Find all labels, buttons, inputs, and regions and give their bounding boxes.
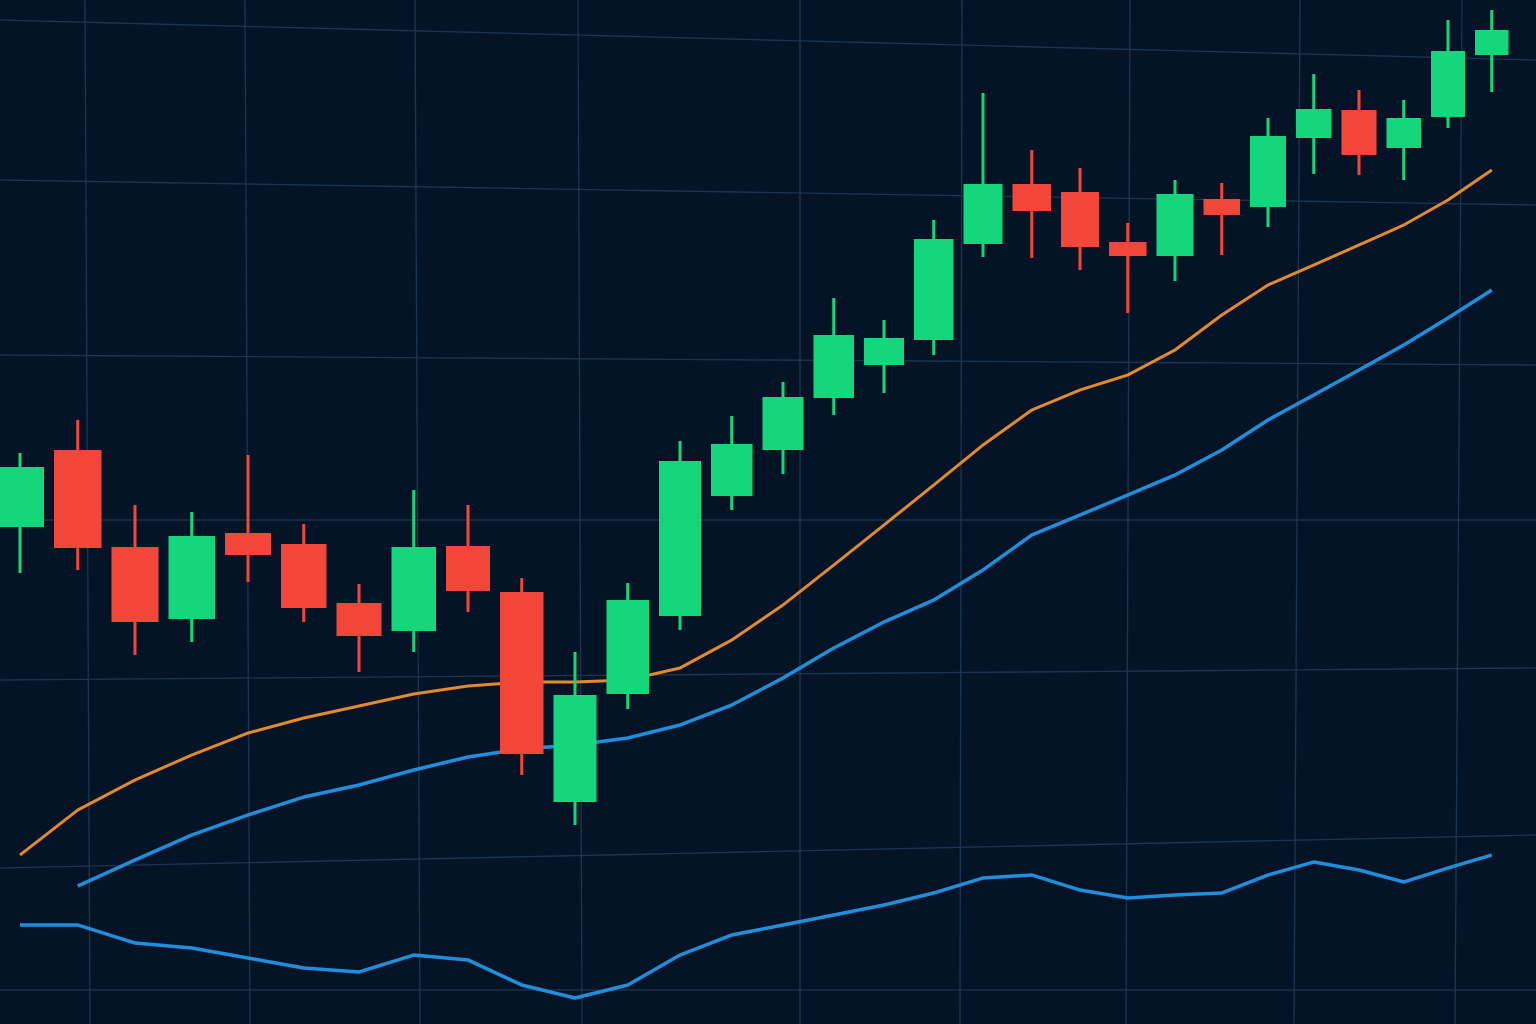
candle-body — [1156, 194, 1194, 256]
candle-body — [391, 547, 436, 631]
grid-line — [959, 0, 963, 1024]
grid-line — [1293, 0, 1301, 1024]
candle-body — [446, 546, 490, 591]
candle-body — [1431, 51, 1465, 117]
candle-body — [1475, 30, 1509, 55]
candle-body — [0, 467, 44, 527]
candle-body — [281, 544, 327, 608]
grid-line — [1125, 0, 1131, 1024]
candle-body — [336, 603, 382, 636]
grid-line — [1454, 0, 1463, 1024]
candle-body — [963, 184, 1003, 244]
grid-line — [0, 354, 1536, 366]
candle-body — [111, 547, 159, 622]
candle-body — [606, 600, 649, 694]
grid-line — [414, 0, 421, 1024]
grid-line — [0, 19, 1536, 61]
candle-body — [813, 335, 854, 398]
line-series — [77, 288, 1493, 888]
candle-body — [1012, 184, 1051, 211]
line-series — [20, 853, 1493, 1000]
candle-body — [864, 338, 904, 365]
candle-body — [914, 239, 954, 340]
candle-body — [1250, 136, 1286, 207]
line-series — [19, 168, 1493, 857]
candle-body — [711, 444, 753, 496]
candle-body — [1203, 199, 1240, 215]
candle-body — [659, 461, 701, 616]
candle-body — [500, 592, 544, 754]
candle-body — [54, 450, 102, 548]
candle-body — [1341, 110, 1377, 155]
candle-body — [1109, 242, 1147, 256]
candle-body — [553, 695, 597, 802]
grid-line — [0, 667, 1536, 681]
grid-line — [577, 0, 583, 1024]
candle-body — [1061, 192, 1099, 247]
grid-line — [0, 834, 1536, 869]
candle-body — [762, 397, 804, 450]
candle-body — [168, 536, 215, 619]
candle-body — [1386, 118, 1421, 148]
candle-body — [225, 533, 271, 555]
candle-body — [1296, 109, 1332, 138]
